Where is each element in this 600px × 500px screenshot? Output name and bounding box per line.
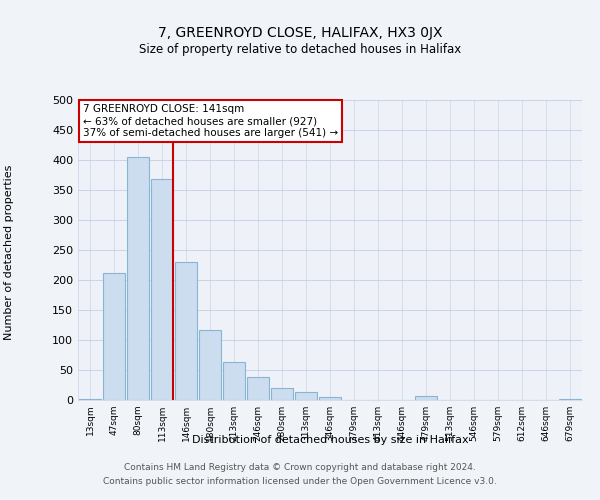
Bar xyxy=(151,179,173,400)
Bar xyxy=(127,157,149,400)
Bar xyxy=(271,388,293,400)
Bar xyxy=(223,362,245,400)
Text: Number of detached properties: Number of detached properties xyxy=(4,165,14,340)
Bar xyxy=(247,376,269,400)
Bar xyxy=(415,396,437,400)
Text: Contains public sector information licensed under the Open Government Licence v3: Contains public sector information licen… xyxy=(103,476,497,486)
Text: Distribution of detached houses by size in Halifax: Distribution of detached houses by size … xyxy=(191,435,469,445)
Bar xyxy=(559,399,581,400)
Bar xyxy=(319,397,341,400)
Bar xyxy=(295,392,317,400)
Bar xyxy=(79,399,101,400)
Text: Size of property relative to detached houses in Halifax: Size of property relative to detached ho… xyxy=(139,44,461,57)
Bar xyxy=(199,330,221,400)
Text: 7, GREENROYD CLOSE, HALIFAX, HX3 0JX: 7, GREENROYD CLOSE, HALIFAX, HX3 0JX xyxy=(158,26,442,40)
Text: 7 GREENROYD CLOSE: 141sqm
← 63% of detached houses are smaller (927)
37% of semi: 7 GREENROYD CLOSE: 141sqm ← 63% of detac… xyxy=(83,104,338,138)
Bar xyxy=(175,262,197,400)
Text: Contains HM Land Registry data © Crown copyright and database right 2024.: Contains HM Land Registry data © Crown c… xyxy=(124,463,476,472)
Bar xyxy=(103,274,125,400)
